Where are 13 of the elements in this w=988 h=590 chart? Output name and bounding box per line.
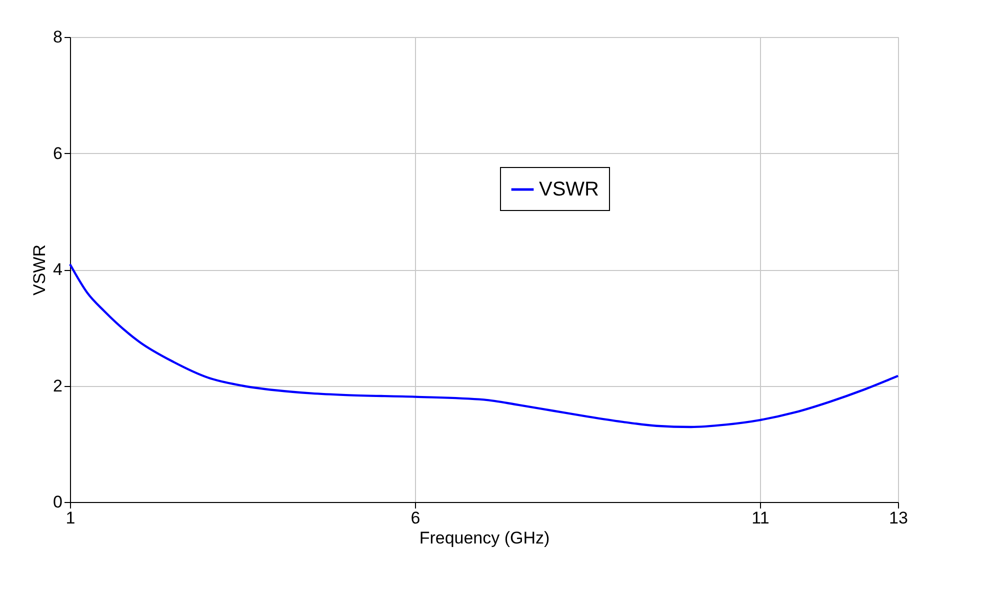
x-tick-label: 13 [889, 508, 908, 528]
y-tick-label: 8 [53, 28, 62, 46]
y-tick-label: 0 [53, 492, 62, 512]
y-tick-label: 6 [53, 144, 62, 163]
y-axis-title: VSWR [30, 244, 50, 296]
legend-label: VSWR [539, 178, 599, 200]
x-tick-label: 1 [66, 508, 76, 528]
line-series [68, 263, 900, 428]
y-tick-label: 2 [53, 376, 62, 396]
y-tick-label: 4 [53, 260, 62, 279]
x-tick-label: 6 [410, 508, 420, 528]
x-axis-title: Frequency (GHz) [419, 528, 550, 548]
x-tick-label: 11 [752, 508, 770, 528]
